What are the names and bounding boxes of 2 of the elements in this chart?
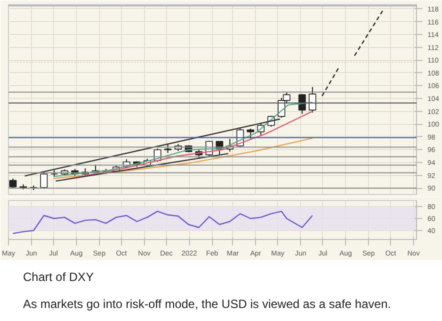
text: As markets go into risk-off mode, the USD is viewed as a safe haven. [23, 296, 391, 314]
text: Chart of DXY [23, 269, 95, 286]
